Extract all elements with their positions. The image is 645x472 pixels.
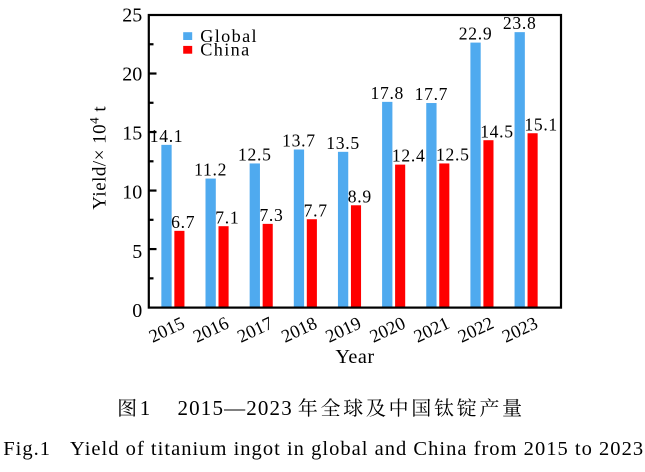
svg-text:2023: 2023	[499, 313, 541, 347]
svg-text:22.9: 22.9	[459, 24, 493, 44]
svg-text:12.5: 12.5	[238, 145, 272, 165]
svg-text:7.3: 7.3	[259, 205, 283, 225]
svg-text:2017: 2017	[234, 313, 276, 347]
svg-text:10: 10	[122, 182, 142, 204]
svg-text:11.2: 11.2	[194, 160, 227, 180]
svg-text:2015: 2015	[146, 313, 188, 347]
svg-text:5: 5	[132, 241, 142, 263]
svg-text:15.1: 15.1	[524, 114, 558, 134]
svg-text:7.1: 7.1	[215, 207, 239, 227]
svg-text:China: China	[200, 40, 250, 60]
svg-text:2018: 2018	[278, 313, 320, 347]
svg-text:17.7: 17.7	[415, 84, 449, 104]
svg-text:13.5: 13.5	[326, 133, 360, 153]
svg-text:1: 1	[140, 396, 151, 420]
svg-text:12.4: 12.4	[392, 146, 426, 166]
svg-text:2019: 2019	[322, 313, 364, 347]
svg-text:Global: Global	[200, 26, 258, 46]
svg-text:8.9: 8.9	[348, 186, 372, 206]
svg-text:15: 15	[122, 123, 142, 145]
svg-text:2016: 2016	[190, 313, 232, 347]
svg-text:6.7: 6.7	[171, 212, 195, 232]
svg-text:13.7: 13.7	[282, 131, 316, 151]
svg-text:14.1: 14.1	[150, 126, 184, 146]
svg-text:Year: Year	[335, 346, 374, 368]
svg-text:17.8: 17.8	[370, 83, 404, 103]
svg-text:23.8: 23.8	[503, 13, 537, 33]
svg-text:7.7: 7.7	[304, 200, 328, 220]
svg-text:0: 0	[132, 300, 142, 322]
svg-text:12.5: 12.5	[436, 145, 470, 165]
svg-text:2021: 2021	[411, 313, 453, 347]
svg-text:2015—2023: 2015—2023	[178, 396, 293, 420]
svg-text:2022: 2022	[455, 313, 497, 347]
svg-text:2020: 2020	[367, 313, 409, 347]
svg-text:Yield/× 104 t: Yield/× 104 t	[88, 106, 111, 210]
svg-text:14.5: 14.5	[480, 121, 514, 141]
svg-text:20: 20	[122, 63, 142, 85]
svg-text:25: 25	[122, 4, 142, 26]
